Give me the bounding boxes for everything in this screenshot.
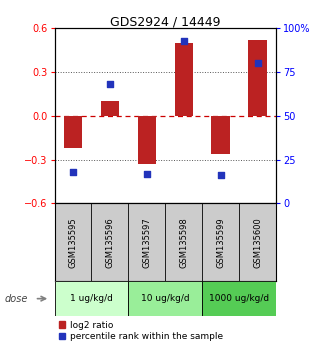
Bar [212,116,230,154]
Bar [55,281,128,316]
Legend: log2 ratio, percentile rank within the sample: log2 ratio, percentile rank within the s… [59,321,223,341]
Text: GSM135597: GSM135597 [142,217,152,268]
Point [144,171,150,176]
Bar [64,116,82,148]
Point [181,38,186,44]
Bar [202,281,276,316]
Text: GSM135595: GSM135595 [68,217,78,268]
Bar [128,281,202,316]
Point [255,61,260,66]
Bar [175,43,193,116]
Point [218,172,223,178]
Point [107,81,112,87]
Bar [101,101,119,116]
Title: GDS2924 / 14449: GDS2924 / 14449 [110,15,221,28]
Text: GSM135596: GSM135596 [105,217,115,268]
Text: 10 ug/kg/d: 10 ug/kg/d [141,294,190,303]
Point [71,169,76,175]
Text: 1000 ug/kg/d: 1000 ug/kg/d [209,294,269,303]
Bar [248,40,267,116]
Text: GSM135599: GSM135599 [216,217,225,268]
Text: 1 ug/kg/d: 1 ug/kg/d [70,294,113,303]
Text: dose: dose [4,294,28,304]
Text: GSM135600: GSM135600 [253,217,262,268]
Bar [138,116,156,164]
Text: GSM135598: GSM135598 [179,217,188,268]
